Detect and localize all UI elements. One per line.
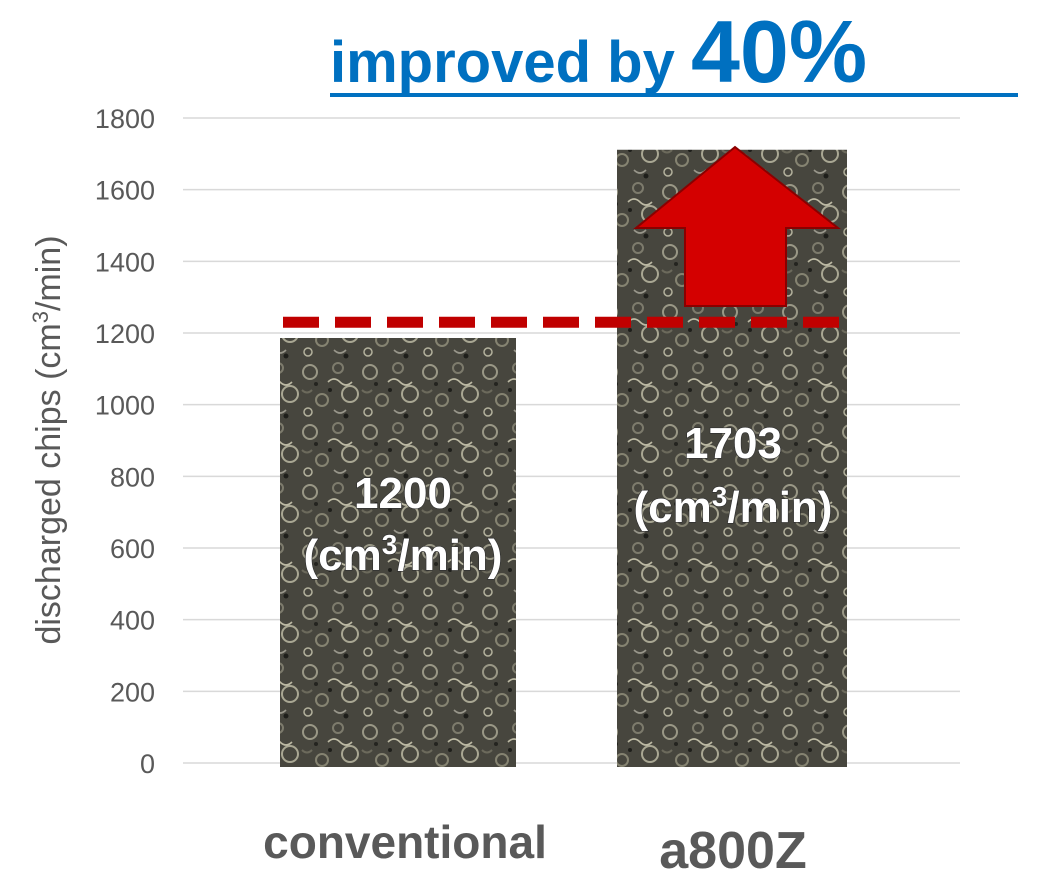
y-tick-label: 1800 (95, 104, 155, 134)
text-labels: discharged chips (cm3/min) conventional a8… (28, 2, 1018, 873)
up-arrow-icon (633, 145, 841, 307)
y-tick-label: 1600 (95, 176, 155, 206)
data-label-unit: (cm3/min) (304, 529, 503, 580)
y-tick-label: 1400 (95, 247, 155, 277)
y-axis-label: discharged chips (cm3/min) (28, 235, 68, 644)
headline-title: improved by 40% (330, 2, 867, 101)
y-tick-label: 0 (140, 749, 155, 779)
y-tick-label: 1000 (95, 391, 155, 421)
data-label-value: 1200 (354, 469, 452, 518)
annotations (283, 145, 850, 328)
category-label: a800Z (659, 822, 806, 873)
y-tick-label: 200 (110, 677, 155, 707)
y-axis-ticks: 0 200 400 600 800 1000 1200 1400 1600 1800 (95, 104, 155, 779)
data-label-unit: (cm3/min) (634, 481, 833, 532)
y-tick-label: 400 (110, 606, 155, 636)
y-tick-label: 600 (110, 534, 155, 564)
bar-conventional (280, 338, 516, 767)
y-tick-label: 800 (110, 462, 155, 492)
category-label: conventional (263, 816, 547, 868)
data-label-value: 1703 (684, 419, 782, 468)
bars (280, 149, 847, 768)
y-tick-label: 1200 (95, 319, 155, 349)
